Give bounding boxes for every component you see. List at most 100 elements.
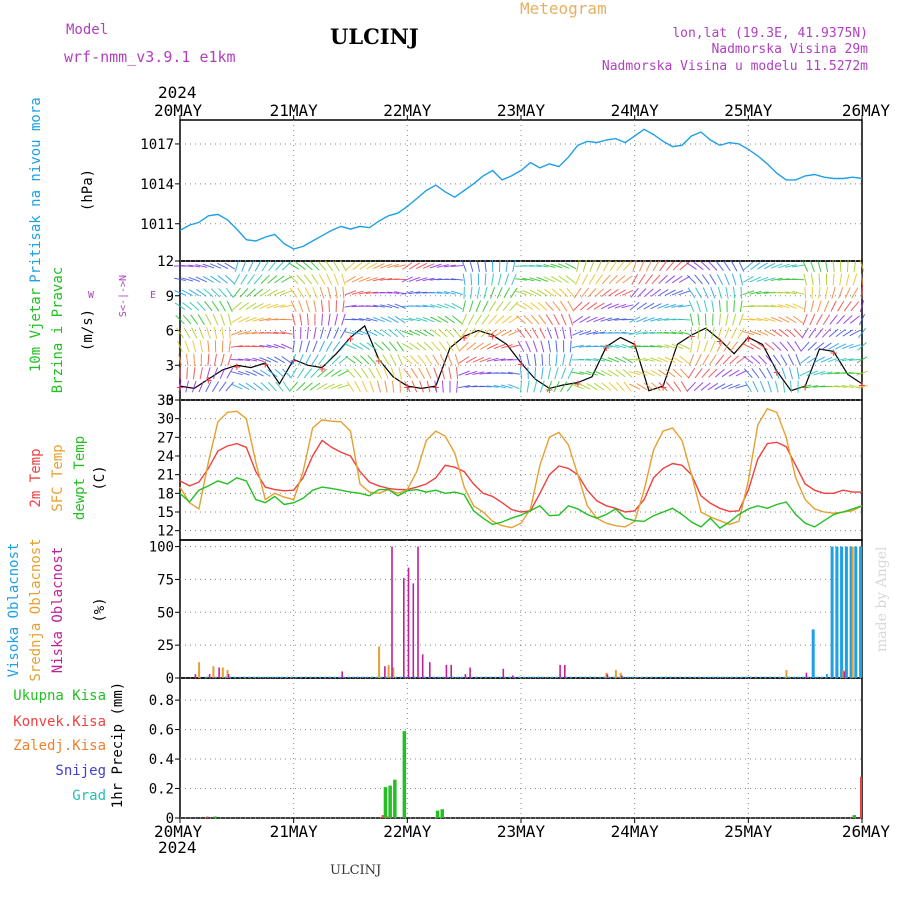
wind-direction-arrow	[380, 278, 393, 281]
wind-direction-arrow	[579, 330, 591, 336]
cloud-bar-1	[614, 670, 617, 678]
wind-direction-arrow	[304, 354, 312, 366]
wind-direction-arrow	[752, 380, 759, 393]
wind-direction-arrow	[600, 303, 612, 310]
wind-direction-arrow	[221, 340, 224, 353]
cloud-bar-0	[816, 676, 819, 678]
wind-direction-arrow	[749, 276, 762, 283]
wind-direction-arrow	[578, 345, 591, 348]
wind-direction-arrow	[462, 273, 466, 286]
wind-direction-arrow	[453, 340, 461, 352]
wind-direction-arrow	[344, 331, 357, 335]
wind-direction-arrow	[766, 367, 773, 379]
cloud-bar-0	[622, 676, 625, 678]
cloud-bar-1	[226, 670, 229, 678]
wind-direction-arrow	[274, 368, 285, 378]
wind-direction-arrow	[703, 300, 708, 313]
wind-direction-arrow	[844, 287, 851, 299]
wind-direction-arrow	[248, 260, 255, 272]
wind-direction-arrow	[217, 262, 229, 270]
cloud-bar-0	[769, 676, 772, 678]
wind-direction-arrow	[333, 327, 340, 339]
cloud-bar-2	[341, 671, 343, 678]
wind-direction-arrow	[642, 331, 655, 335]
wind-direction-arrow	[259, 357, 272, 363]
wind-direction-arrow	[508, 384, 520, 390]
wind-direction-arrow	[722, 355, 732, 365]
wind-direction-arrow	[587, 288, 597, 298]
wind-direction-arrow	[331, 369, 342, 377]
wind-direction-arrow	[546, 327, 553, 339]
cloud-bar-0	[385, 676, 388, 678]
wind-direction-arrow	[473, 342, 484, 351]
wind-direction-arrow	[429, 304, 442, 309]
wind-direction-arrow	[296, 382, 306, 392]
pressure-series-line	[179, 128, 863, 250]
wind-direction-arrow	[739, 273, 744, 286]
wind-direction-arrow	[373, 317, 385, 323]
cloud-bar-0	[750, 676, 753, 678]
wind-direction-arrow	[437, 316, 449, 324]
cloud-bar-0	[499, 676, 502, 678]
wind-direction-arrow	[679, 368, 689, 378]
wind-direction-arrow	[614, 303, 627, 309]
wind-direction-arrow	[607, 317, 620, 322]
wind-direction-arrow	[451, 290, 463, 296]
wind-direction-arrow	[671, 356, 683, 364]
cloud-bar-2	[843, 671, 846, 678]
cloud-bar-0	[664, 676, 667, 678]
wind-direction-arrow	[568, 313, 574, 326]
wind-direction-arrow	[530, 302, 541, 311]
wind-direction-arrow	[818, 286, 821, 299]
wind-direction-arrow	[411, 380, 418, 393]
wind-direction-arrow	[657, 303, 669, 309]
wind-direction-arrow	[629, 302, 640, 311]
wind-direction-arrow	[487, 328, 498, 338]
wind-direction-arrow	[388, 341, 398, 352]
wind-direction-arrow	[266, 332, 279, 334]
wind-direction-arrow	[770, 304, 783, 308]
wind-direction-arrow	[238, 383, 250, 391]
wind-direction-arrow	[735, 384, 748, 389]
wind-direction-arrow	[332, 341, 341, 352]
wind-direction-arrow	[756, 276, 769, 282]
wind-direction-arrow	[554, 367, 559, 380]
wind-direction-arrow	[526, 353, 530, 366]
wind-direction-arrow	[702, 354, 710, 366]
wind-direction-arrow	[642, 345, 655, 348]
wind-direction-arrow	[181, 265, 194, 267]
wind-direction-arrow	[724, 327, 730, 339]
wind-direction-arrow	[801, 327, 809, 339]
wind-direction-arrow	[425, 367, 432, 379]
wind-direction-arrow	[246, 288, 256, 298]
wind-direction-arrow	[432, 354, 440, 366]
wind-direction-arrow	[736, 341, 746, 352]
wind-direction-arrow	[447, 354, 453, 366]
wind-direction-arrow	[341, 313, 346, 326]
x-tick-label-bottom: 22MAY	[383, 822, 432, 841]
wind-direction-arrow	[304, 287, 312, 299]
wind-direction-arrow	[310, 261, 320, 271]
wind-direction-arrow	[479, 371, 492, 375]
wind-direction-arrow	[696, 340, 701, 353]
wind-direction-arrow	[252, 369, 264, 377]
wind-direction-arrow	[800, 341, 810, 352]
wind-direction-arrow	[559, 288, 569, 298]
wind-direction-arrow	[709, 340, 716, 353]
wind-direction-arrow	[860, 273, 864, 286]
wind-direction-arrow	[841, 358, 854, 362]
wind-direction-arrow	[213, 326, 218, 340]
cloud-bar-0	[380, 676, 383, 678]
cloud-bar-0	[366, 676, 369, 678]
wind-direction-arrow	[387, 263, 400, 269]
wind-direction-arrow	[522, 290, 534, 296]
wind-direction-arrow	[410, 367, 419, 379]
wind-direction-arrow	[330, 383, 343, 390]
wind-direction-arrow	[643, 302, 655, 310]
cloud-bar-1	[221, 667, 224, 678]
x-tick-label-top: 23MAY	[497, 101, 546, 120]
wind-direction-arrow	[227, 353, 233, 366]
wind-direction-arrow	[852, 273, 858, 286]
wind-direction-arrow	[259, 369, 271, 377]
pressure-ylabel: Pritisak na nivou mora	[28, 97, 44, 282]
